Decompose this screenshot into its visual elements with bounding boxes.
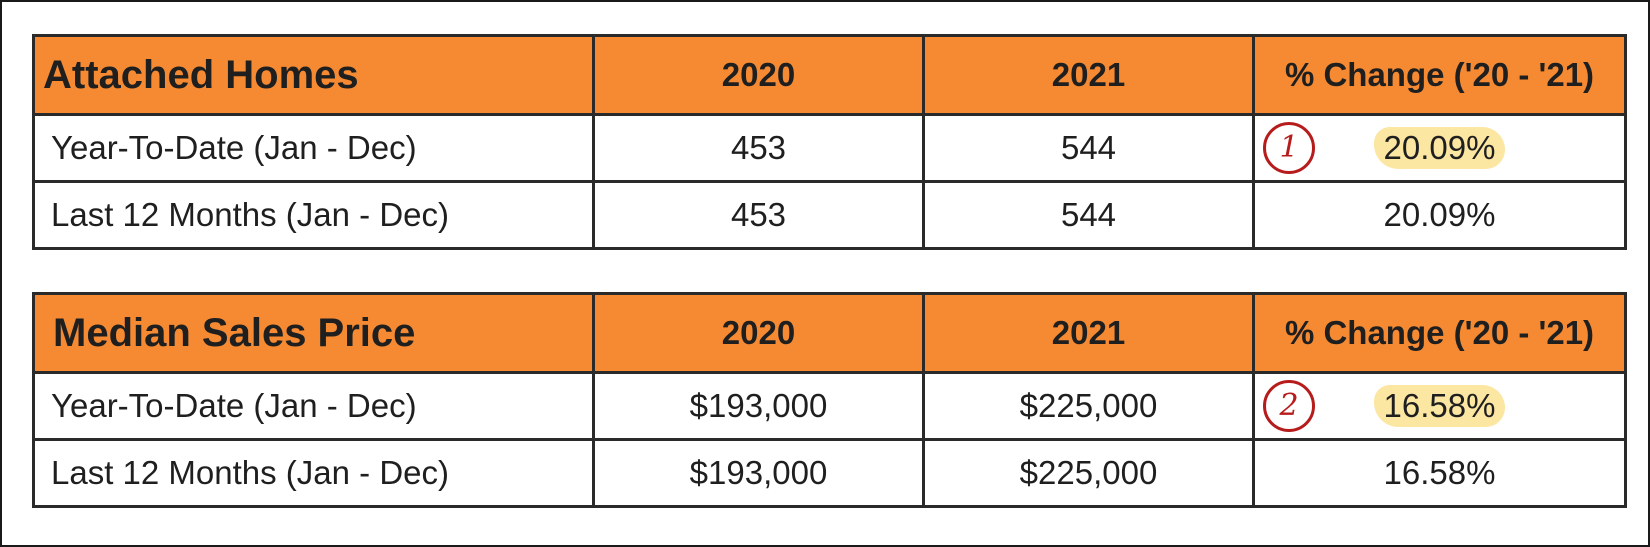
percent-change-cell: 1 20.09% — [1252, 113, 1627, 183]
value-2020: $193,000 — [592, 371, 925, 441]
percent-change: 20.09% — [1252, 180, 1627, 250]
row-label: Year-To-Date (Jan - Dec) — [32, 371, 595, 441]
annotation-circle-1: 1 — [1263, 122, 1315, 174]
value-2021: 544 — [922, 113, 1255, 183]
row-label: Year-To-Date (Jan - Dec) — [32, 113, 595, 183]
table-title: Attached Homes — [32, 34, 595, 116]
highlighted-percent-change: 20.09% — [1373, 127, 1506, 169]
table-header-row: Attached Homes 2020 2021 % Change ('20 -… — [32, 34, 1627, 116]
column-header-2021: 2021 — [922, 292, 1255, 374]
table-row: Last 12 Months (Jan - Dec) $193,000 $225… — [32, 438, 1627, 508]
table-row: Year-To-Date (Jan - Dec) $193,000 $225,0… — [32, 371, 1627, 441]
annotation-circle-2: 2 — [1263, 380, 1315, 432]
value-2020: 453 — [592, 113, 925, 183]
row-label: Last 12 Months (Jan - Dec) — [32, 438, 595, 508]
row-label: Last 12 Months (Jan - Dec) — [32, 180, 595, 250]
column-header-change: % Change ('20 - '21) — [1252, 34, 1627, 116]
median-sales-price-table: Median Sales Price 2020 2021 % Change ('… — [32, 292, 1627, 508]
table-header-row: Median Sales Price 2020 2021 % Change ('… — [32, 292, 1627, 374]
value-2021: $225,000 — [922, 371, 1255, 441]
table-title: Median Sales Price — [32, 292, 595, 374]
value-2021: 544 — [922, 180, 1255, 250]
column-header-2020: 2020 — [592, 34, 925, 116]
attached-homes-table: Attached Homes 2020 2021 % Change ('20 -… — [32, 34, 1627, 250]
column-header-2020: 2020 — [592, 292, 925, 374]
table-row: Last 12 Months (Jan - Dec) 453 544 20.09… — [32, 180, 1627, 250]
table-row: Year-To-Date (Jan - Dec) 453 544 1 20.09… — [32, 113, 1627, 183]
column-header-2021: 2021 — [922, 34, 1255, 116]
value-2020: $193,000 — [592, 438, 925, 508]
value-2020: 453 — [592, 180, 925, 250]
value-2021: $225,000 — [922, 438, 1255, 508]
highlighted-percent-change: 16.58% — [1373, 385, 1506, 427]
column-header-change: % Change ('20 - '21) — [1252, 292, 1627, 374]
percent-change: 16.58% — [1252, 438, 1627, 508]
percent-change-cell: 2 16.58% — [1252, 371, 1627, 441]
